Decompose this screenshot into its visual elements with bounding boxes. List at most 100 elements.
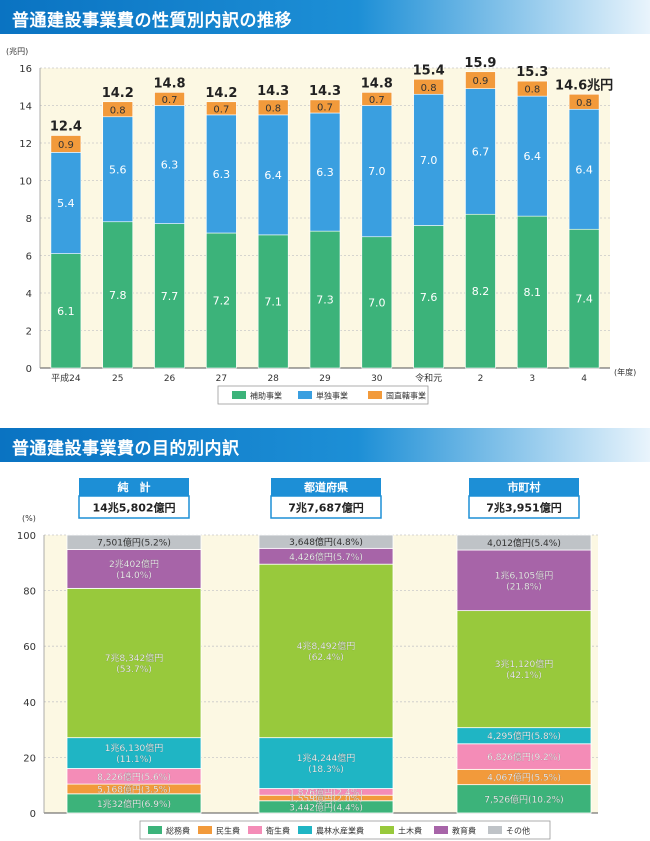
- stacked-bar-chart-by-type: 0 2 4 6 8 10 12 14 16 (兆円) (年度) 6.1 5.4 0.9 12.4 平成24 7.…: [6, 46, 636, 405]
- bar-segment-単独事業: [465, 88, 496, 215]
- legend-swatch: [434, 826, 448, 834]
- bar-segment-補助事業: [50, 253, 82, 369]
- segment-value-label: (42.1%): [506, 671, 542, 681]
- bar-segment-総務費: [456, 784, 592, 814]
- segment-value-label: 5,168億円(3.5%): [97, 783, 171, 795]
- segment-value-label: (62.4%): [308, 653, 344, 663]
- bar-total-label: 14.3: [257, 84, 289, 99]
- section-title: 普通建設事業費の性質別内訳の推移: [12, 11, 292, 31]
- category-label: 市町村: [508, 480, 541, 494]
- bar-value-label: 7.1: [264, 295, 282, 308]
- bar-segment-その他: [456, 534, 592, 551]
- legend-swatch: [298, 826, 312, 834]
- segment-value-label: (11.1%): [116, 755, 152, 765]
- x-tick-label: 28: [267, 374, 279, 384]
- bar-segment-単独事業: [516, 95, 548, 217]
- bar-total-label: 12.4: [50, 120, 82, 135]
- x-tick-label: 30: [371, 374, 383, 384]
- bar-total-label: 14.8: [154, 76, 186, 91]
- bar-value-label: 0.9: [473, 76, 489, 87]
- bar-value-label: 0.7: [213, 104, 229, 115]
- legend-label: 教育費: [452, 826, 476, 836]
- segment-value-label: 7,501億円(5.2%): [97, 537, 171, 549]
- segment-value-label: 4,295億円(5.8%): [487, 730, 561, 742]
- legend-swatch: [368, 391, 382, 399]
- segment-value-label: 3,442億円(4.4%): [289, 801, 363, 813]
- bar-segment-国直轄事業: [257, 99, 289, 116]
- y-tick-label: 0: [26, 364, 32, 375]
- bar-value-label: 0.7: [162, 95, 178, 106]
- section-header-composition: 普通建設事業費の性質別内訳の推移: [0, 0, 650, 34]
- segment-value-label: 4,067億円(5.5%): [487, 771, 561, 783]
- bar-segment-国直轄事業: [50, 135, 82, 153]
- y-tick-label: 8: [26, 214, 32, 225]
- x-tick-label: 26: [164, 374, 176, 384]
- bar-segment-補助事業: [102, 221, 134, 369]
- bar-value-label: 7.0: [420, 154, 438, 167]
- percent-stacked-bar-chart-by-purpose: 0 20 40 60 80 100 (%) 純 計 14兆5,802億円 1兆32億円(6.9%)…: [17, 478, 598, 840]
- segment-value-label: 3,648億円(4.8%): [289, 536, 363, 548]
- segment-value-label: 7兆8,342億円: [105, 652, 164, 664]
- category-total: 7兆3,951億円: [486, 501, 561, 515]
- legend-label: 土木費: [398, 826, 422, 836]
- category-total-box: [270, 495, 382, 519]
- segment-value-label: 1兆6,130億円: [105, 742, 164, 754]
- bar-segment-補助事業: [568, 228, 600, 369]
- bar-value-label: 6.3: [316, 166, 334, 179]
- category-label: 純 計: [118, 480, 151, 494]
- bar-segment-単独事業: [154, 105, 185, 224]
- bar-segment-国直轄事業: [206, 101, 237, 116]
- segment-value-label: 4,012億円(5.4%): [487, 537, 561, 549]
- legend-swatch: [380, 826, 394, 834]
- bar-value-label: 7.3: [316, 294, 334, 307]
- bar-value-label: 6.7: [472, 145, 490, 158]
- category-total-box: [468, 495, 580, 519]
- legend-swatch: [248, 826, 262, 834]
- legend-label: 単独事業: [316, 391, 348, 401]
- y-tick-label: 12: [19, 139, 32, 150]
- section-header-purpose: 普通建設事業費の目的別内訳: [0, 428, 650, 462]
- category-total-box: [78, 495, 190, 519]
- segment-value-label: 4,426億円(5.7%): [289, 551, 363, 563]
- x-tick-label: 29: [319, 374, 331, 384]
- legend-swatch: [198, 826, 212, 834]
- bar-segment-国直轄事業: [413, 78, 444, 95]
- segment-value-label: (18.3%): [308, 765, 344, 775]
- y-tick-label: 20: [23, 753, 36, 764]
- bar-segment-土木費: [66, 587, 202, 739]
- y-tick-label: 80: [23, 587, 36, 598]
- y-tick-label: 60: [23, 642, 36, 653]
- bar-segment-補助事業: [516, 215, 548, 369]
- segment-value-label: 6,826億円(9.2%): [487, 751, 561, 763]
- legend-label: その他: [506, 826, 530, 836]
- category-total: 7兆7,687億円: [288, 501, 363, 515]
- bar-value-label: 0.8: [421, 83, 437, 94]
- bar-segment-国直轄事業: [516, 80, 548, 97]
- bar-segment-国直轄事業: [568, 93, 600, 110]
- bar-value-label: 6.1: [57, 305, 75, 318]
- bar-value-label: 7.0: [368, 165, 386, 178]
- bar-segment-単独事業: [309, 112, 341, 232]
- x-tick-label: 平成24: [51, 372, 81, 384]
- legend-label: 補助事業: [250, 391, 282, 401]
- legend-label: 農林水産業費: [316, 826, 364, 836]
- y-tick-label: 40: [23, 698, 36, 709]
- bar-value-label: 6.4: [575, 163, 593, 176]
- x-tick-label: 2: [478, 374, 484, 384]
- category-header: [469, 478, 579, 496]
- bar-value-label: 8.2: [472, 285, 490, 298]
- bar-segment-土木費: [258, 563, 394, 739]
- category-header: [271, 478, 381, 496]
- legend-swatch: [148, 826, 162, 834]
- bar-value-label: 0.7: [317, 102, 333, 113]
- segment-value-label: 3兆1,120億円: [495, 658, 554, 670]
- bar-segment-国直轄事業: [154, 92, 185, 106]
- bar-segment-その他: [66, 534, 202, 550]
- bar-segment-単独事業: [50, 152, 82, 254]
- bar-value-label: 8.1: [524, 286, 542, 299]
- bar-segment-補助事業: [309, 230, 341, 369]
- bar-segment-補助事業: [413, 225, 444, 369]
- y-tick-label: 14: [19, 102, 32, 113]
- x-tick-label: 4: [581, 374, 587, 384]
- bar-segment-単独事業: [206, 114, 237, 234]
